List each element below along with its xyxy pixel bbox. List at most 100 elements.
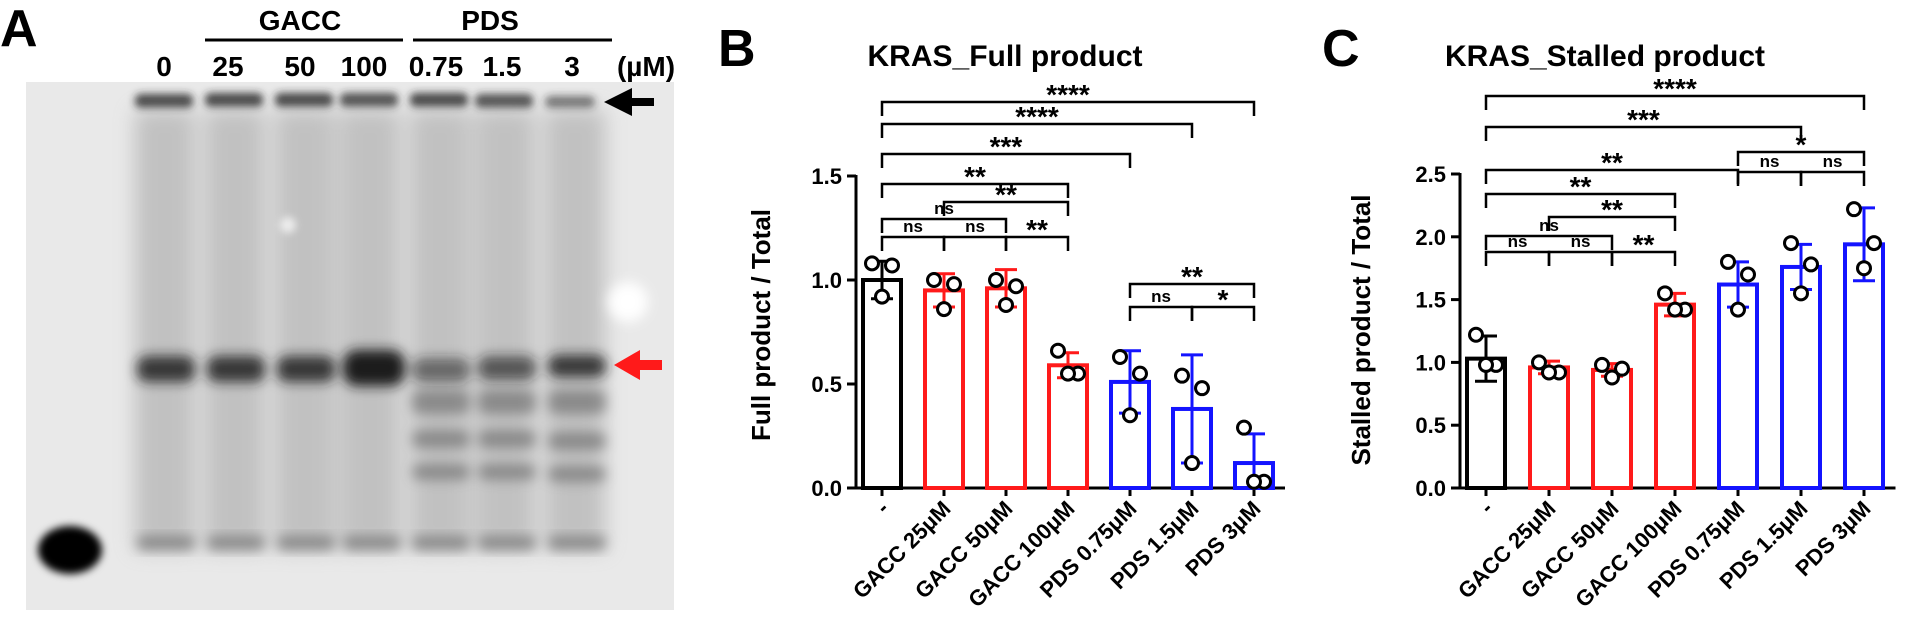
top-band-arrow: [604, 88, 654, 116]
chart-b-y-tick-label: 1.5: [811, 164, 842, 189]
lane-label-3: 3: [564, 51, 580, 82]
chart-c-data-point: [1803, 256, 1819, 273]
chart-c-y-tick-label: 2.0: [1415, 225, 1446, 250]
chart-b-sig-label: ****: [1015, 101, 1059, 132]
chart-c-data-point: [1541, 364, 1557, 381]
chart-b-sig-bracket: [1004, 235, 1070, 251]
chart-b-data-point: [864, 255, 880, 272]
chart-b-title: KRAS_Full product: [868, 40, 1143, 73]
chart-c-sig-bracket: [1484, 234, 1614, 250]
chart-b-sig-label: **: [995, 179, 1017, 210]
chart-c-data-point: [1594, 356, 1610, 373]
chart-c-sig-label: **: [1633, 229, 1655, 260]
chart-b-data-point: [884, 257, 900, 274]
chart-b-data-point: [874, 288, 890, 305]
chart-b-bar: [985, 286, 1027, 490]
chart-c-y-tick-label: 1.0: [1415, 350, 1446, 375]
chart-b-data-point: [998, 296, 1014, 313]
chart-c-data-point: [1478, 356, 1494, 373]
chart-b-data-point: [1174, 367, 1190, 384]
chart-c-sig-bracket: [1484, 125, 1803, 141]
chart-c-data-point: [1531, 354, 1547, 371]
chart-b-data-point: [1236, 419, 1252, 436]
chart-c-sig-bracket: [1610, 250, 1677, 266]
chart-c-data-point: [1614, 360, 1630, 377]
chart-c-y-tick-label: 1.5: [1415, 288, 1446, 313]
chart-b-sig-label: ns: [1151, 287, 1171, 306]
chart-b-data-point: [946, 276, 962, 293]
chart-c-data-point: [1468, 326, 1484, 343]
chart-c-data-point: [1846, 201, 1862, 218]
chart-b-sig-bracket: [942, 235, 1008, 251]
lane-label-1-5: 1.5: [483, 51, 522, 82]
panel-c-label: C: [1322, 20, 1360, 78]
chart-b-sig-bracket: [880, 235, 946, 251]
chart-c-bar: [1591, 367, 1633, 491]
panel-a-label: A: [0, 0, 38, 58]
chart-c-sig-label: **: [1570, 171, 1592, 202]
chart-b-sig-label: **: [1026, 214, 1048, 245]
chart-b-ylabel: Full product / Total: [746, 209, 776, 441]
group-label-pds: PDS: [461, 5, 519, 36]
chart-c-category-label: -: [1475, 496, 1498, 519]
chart-c-data-point: [1740, 266, 1756, 283]
panel-c: C KRAS_Stalled product Stalled product /…: [1322, 20, 1896, 612]
chart-b-sig-bracket: [942, 200, 1070, 216]
chart-c-sig-bracket: [1484, 94, 1866, 110]
chart-c-data-point: [1793, 285, 1809, 302]
chart-c-data-point: [1866, 235, 1882, 252]
chart-c-y-tick-label: 2.5: [1415, 162, 1446, 187]
chart-c-sig-label: ns: [1823, 152, 1843, 171]
chart-c-title: KRAS_Stalled product: [1445, 40, 1765, 73]
chart-b-y-tick-label: 1.0: [811, 268, 842, 293]
chart-c-sig-bracket: [1799, 170, 1866, 186]
chart-b-sig-bracket: [880, 100, 1256, 116]
unit-label: (µM): [617, 51, 675, 82]
lane-label-0-75: 0.75: [409, 51, 464, 82]
chart-b-sig-label: ns: [965, 217, 985, 236]
chart-c-sig-label: **: [1601, 147, 1623, 178]
chart-c-sig-bracket: [1547, 215, 1677, 231]
panel-b: B KRAS_Full product Full product / Total…: [718, 20, 1285, 612]
group-label-gacc: GACC: [259, 5, 341, 36]
chart-b-data-point: [1194, 380, 1210, 397]
chart-c-sig-label: ***: [1627, 104, 1660, 135]
chart-b-sig-bracket: [880, 182, 1070, 198]
chart-b-sig-bracket: [880, 152, 1132, 168]
chart-c-data-point: [1783, 235, 1799, 252]
chart-b-data-point: [1050, 342, 1066, 359]
chart-b-data-point: [1246, 473, 1262, 490]
chart-c-y-tick-label: 0.0: [1415, 476, 1446, 501]
chart-c-sig-label: ****: [1653, 73, 1697, 104]
chart-b-data-point: [1122, 407, 1138, 424]
chart-c-sig-bracket: [1484, 250, 1551, 266]
chart-b-data-point: [926, 272, 942, 288]
chart-c-data-point: [1856, 260, 1872, 277]
chart-c-sig-bracket: [1736, 170, 1803, 186]
chart-c-data-point: [1730, 301, 1746, 318]
chart-b-category-label: GACC 100μM: [963, 496, 1079, 612]
chart-b-y-tick-label: 0.0: [811, 476, 842, 501]
lane-label-100: 100: [341, 51, 388, 82]
panel-b-label: B: [718, 20, 756, 78]
chart-b-data-point: [988, 272, 1004, 288]
chart-b-sig-bracket: [1128, 282, 1256, 298]
lane-label-0: 0: [156, 51, 172, 82]
chart-b-category-label: -: [871, 496, 894, 519]
chart-c-ylabel: Stalled product / Total: [1346, 194, 1376, 465]
chart-b-sig-bracket: [880, 217, 1008, 233]
chart-c-sig-bracket: [1547, 250, 1614, 266]
lane-label-50: 50: [284, 51, 315, 82]
chart-b-sig-label: ****: [1046, 79, 1090, 110]
chart-c-sig-label: **: [1601, 194, 1623, 225]
chart-c-sig-label: *: [1796, 129, 1807, 160]
middle-band-arrow: [614, 350, 662, 380]
chart-b-sig-label: **: [1181, 261, 1203, 292]
chart-b-sig-label: ***: [990, 131, 1023, 162]
chart-b-data-point: [1132, 365, 1148, 382]
chart-c-bar: [1528, 365, 1570, 491]
chart-b-data-point: [1060, 365, 1076, 382]
